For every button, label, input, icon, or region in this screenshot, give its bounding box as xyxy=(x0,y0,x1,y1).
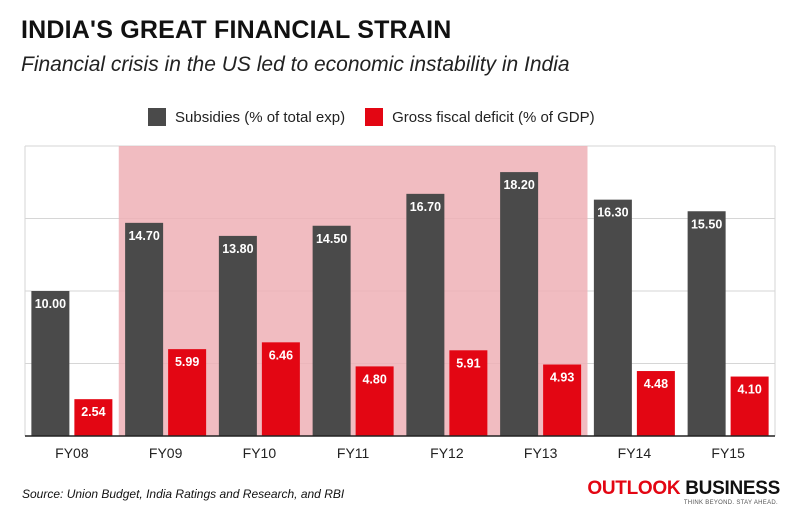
brand-name-outlook: OUTLOOK xyxy=(587,478,681,499)
data-label-deficit-fy14: 4.48 xyxy=(644,377,668,391)
bar-deficit-fy08 xyxy=(74,399,113,436)
brand-name: OUTLOOK BUSINESS xyxy=(580,478,780,500)
tick-label-fy13: FY13 xyxy=(524,445,558,461)
data-label-subsidies-fy14: 16.30 xyxy=(597,206,628,220)
tick-label-fy08: FY08 xyxy=(55,445,89,461)
data-label-deficit-fy10: 6.46 xyxy=(269,348,293,362)
tick-label-fy10: FY10 xyxy=(243,445,277,461)
page-title: INDIA'S GREAT FINANCIAL STRAIN xyxy=(21,16,452,44)
bar-deficit-fy14 xyxy=(636,371,675,436)
bar-subsidies-fy12 xyxy=(406,193,445,436)
data-label-deficit-fy15: 4.10 xyxy=(737,383,761,397)
source-note: Source: Union Budget, India Ratings and … xyxy=(22,487,345,501)
tick-label-fy12: FY12 xyxy=(430,445,464,461)
data-label-subsidies-fy12: 16.70 xyxy=(410,200,441,214)
data-label-subsidies-fy11: 14.50 xyxy=(316,232,347,246)
brand-tagline: THINK BEYOND. STAY AHEAD. xyxy=(683,500,778,506)
bar-deficit-fy10 xyxy=(261,342,300,436)
page-subtitle: Financial crisis in the US led to econom… xyxy=(21,53,570,76)
tick-label-fy09: FY09 xyxy=(149,445,183,461)
legend-label-deficit: Gross fiscal deficit (% of GDP) xyxy=(392,108,595,126)
data-label-deficit-fy09: 5.99 xyxy=(175,355,199,369)
bar-deficit-fy12 xyxy=(449,350,488,436)
bar-deficit-fy09 xyxy=(168,349,207,436)
legend-label-subsidies: Subsidies (% of total exp) xyxy=(175,108,346,126)
tick-label-fy14: FY14 xyxy=(618,445,652,461)
data-label-subsidies-fy08: 10.00 xyxy=(35,297,66,311)
bar-subsidies-fy11 xyxy=(312,225,351,436)
data-label-deficit-fy08: 2.54 xyxy=(81,405,105,419)
data-label-deficit-fy13: 4.93 xyxy=(550,371,574,385)
legend-item-deficit: Gross fiscal deficit (% of GDP) xyxy=(365,108,595,126)
bar-deficit-fy13 xyxy=(543,364,582,436)
brand-name-business: BUSINESS xyxy=(680,478,780,499)
bar-subsidies-fy08 xyxy=(31,291,70,436)
brand-logo: OUTLOOK BUSINESS THINK BEYOND. STAY AHEA… xyxy=(580,478,780,514)
data-label-subsidies-fy15: 15.50 xyxy=(691,217,722,231)
legend-swatch-subsidies xyxy=(148,108,166,126)
bar-subsidies-fy09 xyxy=(125,222,164,436)
bar-deficit-fy11 xyxy=(355,366,394,436)
data-label-subsidies-fy09: 14.70 xyxy=(128,229,159,243)
legend: Subsidies (% of total exp) Gross fiscal … xyxy=(148,106,615,128)
legend-item-subsidies: Subsidies (% of total exp) xyxy=(148,108,345,126)
tick-label-fy15: FY15 xyxy=(711,445,745,461)
tick-label-fy11: FY11 xyxy=(337,445,370,461)
bar-deficit-fy15 xyxy=(730,376,769,436)
bar-subsidies-fy10 xyxy=(218,235,257,436)
legend-swatch-deficit xyxy=(365,108,384,126)
bar-subsidies-fy13 xyxy=(500,172,539,436)
data-label-deficit-fy11: 4.80 xyxy=(362,372,386,386)
bar-subsidies-fy15 xyxy=(687,211,726,436)
data-label-subsidies-fy10: 13.80 xyxy=(222,242,253,256)
bar-subsidies-fy14 xyxy=(593,199,632,436)
data-label-subsidies-fy13: 18.20 xyxy=(503,178,534,192)
data-label-deficit-fy12: 5.91 xyxy=(456,356,480,370)
